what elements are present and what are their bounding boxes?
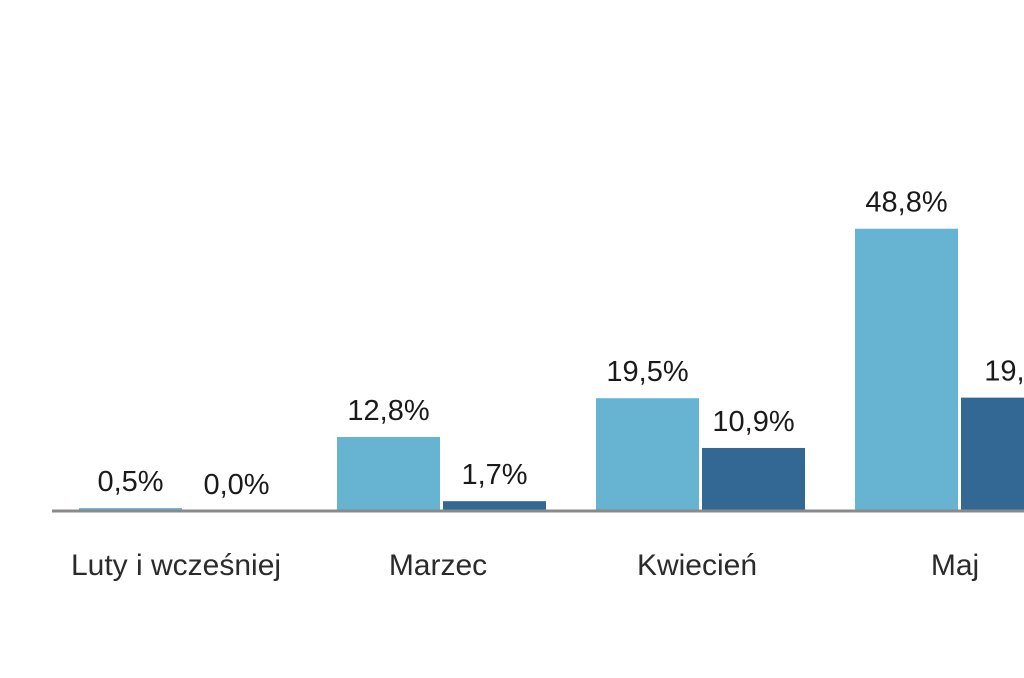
value-label-2-3: 19,6	[984, 356, 1024, 388]
bar-1-2	[596, 398, 699, 511]
category-labels-group: Luty i wcześniej Marzec Kwiecień Maj	[71, 549, 979, 582]
category-label-3: Maj	[931, 549, 979, 582]
value-label-2-1: 1,7%	[461, 459, 527, 491]
category-label-0: Luty i wcześniej	[71, 549, 281, 582]
value-label-1-2: 19,5%	[606, 356, 688, 388]
value-label-1-3: 48,8%	[865, 187, 947, 219]
bars-group	[79, 228, 1024, 512]
bar-1-3	[855, 228, 958, 512]
bar-1-1	[337, 436, 440, 511]
value-label-2-2: 10,9%	[712, 406, 794, 438]
bar-2-2	[702, 447, 805, 511]
value-label-1-0: 0,5%	[97, 466, 163, 498]
category-label-1: Marzec	[389, 549, 487, 582]
bar-2-3	[961, 397, 1024, 511]
value-label-2-0: 0,0%	[203, 469, 269, 501]
value-labels-group: 0,5% 0,0% 12,8% 1,7% 19,5% 10,9% 48,8% 19,6	[97, 187, 1024, 501]
bar-2-1	[443, 501, 546, 511]
value-label-1-1: 12,8%	[347, 395, 429, 427]
category-label-2: Kwiecień	[637, 549, 757, 582]
